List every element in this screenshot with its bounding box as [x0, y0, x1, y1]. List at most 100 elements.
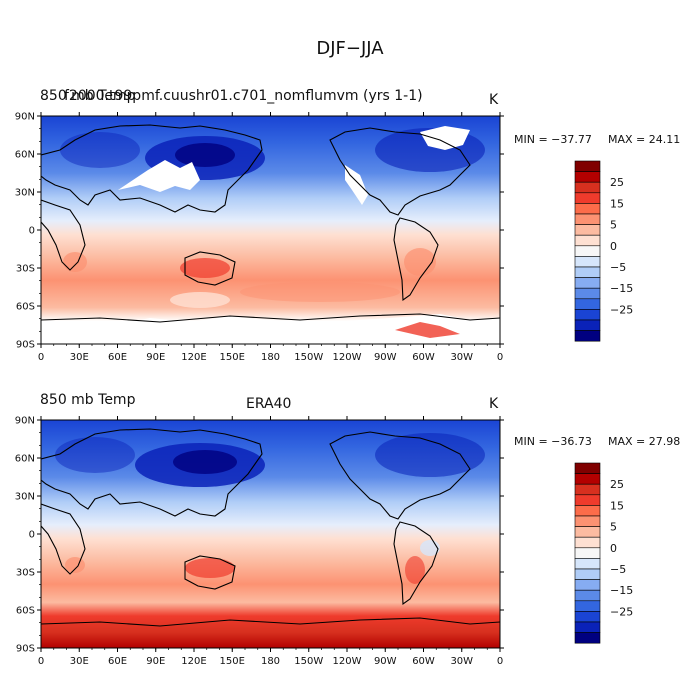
lon-label: 30E — [70, 656, 89, 667]
lon-label: 30W — [450, 656, 473, 667]
colorbar-swatch — [574, 213, 601, 225]
lat-label: 90N — [15, 416, 35, 427]
colorbar-label: 5 — [610, 521, 617, 534]
colorbar-swatch — [574, 181, 601, 194]
lon-label: 120W — [333, 656, 362, 667]
colorbar-swatch — [574, 266, 601, 278]
colorbar-label: −25 — [610, 303, 633, 316]
colorbar-swatch — [574, 536, 601, 549]
lon-label: 0 — [497, 352, 503, 363]
colorbar-swatch — [574, 309, 601, 321]
lon-label: 60E — [108, 656, 127, 667]
coastlines — [41, 124, 500, 627]
lon-label: 180 — [261, 656, 280, 667]
lon-label: 0 — [38, 352, 44, 363]
lon-label: 120E — [181, 656, 206, 667]
colorbar-label: −5 — [610, 261, 626, 274]
colorbar-swatch — [574, 515, 601, 527]
lon-label: 120E — [181, 352, 206, 363]
panel1-map — [41, 116, 500, 344]
colorbar-swatch — [574, 203, 601, 215]
colorbar-swatch — [574, 589, 601, 602]
lon-label: 150E — [220, 656, 245, 667]
panel1-colorbar: 25 15 5 0 −5 −15 −25 — [574, 160, 633, 342]
lon-label: 180 — [261, 352, 280, 363]
colorbar-swatch — [574, 224, 601, 236]
lon-label: 120W — [333, 352, 362, 363]
lat-label: 60S — [16, 606, 35, 617]
lat-label: 30S — [16, 568, 35, 579]
colorbar-swatch — [574, 547, 601, 559]
colorbar-swatch — [574, 319, 601, 331]
panel2-center-title: ERA40 — [246, 396, 292, 412]
colorbar-swatch — [574, 160, 601, 172]
lon-label: 60W — [412, 352, 435, 363]
colorbar-label: 15 — [610, 197, 624, 210]
lon-label: 0 — [38, 656, 44, 667]
colorbar-swatch — [574, 287, 601, 300]
colorbar-label: −25 — [610, 605, 633, 618]
colorbar-swatch — [574, 568, 601, 580]
colorbar-swatch — [574, 600, 601, 612]
panel2-min-label: MIN = −36.73 — [514, 435, 592, 448]
colorbar-label: −15 — [610, 282, 633, 295]
lon-label: 150W — [294, 352, 323, 363]
colorbar-label: −5 — [610, 563, 626, 576]
lon-label: 90E — [146, 352, 165, 363]
panel1-overlay-title: f2000.t99pmf.cuushr01.c701_nomflumvm (yr… — [64, 88, 423, 104]
lon-label: 150E — [220, 352, 245, 363]
colorbar-swatch — [574, 483, 601, 496]
colorbar-label: 15 — [610, 499, 624, 512]
colorbar-label: 25 — [610, 176, 624, 189]
panel1-unit: K — [489, 92, 499, 108]
colorbar-label: 5 — [610, 219, 617, 232]
colorbar-swatch — [574, 473, 601, 485]
lon-label: 0 — [497, 656, 503, 667]
lat-label: 60S — [16, 302, 35, 313]
colorbar-swatch — [574, 558, 601, 570]
lat-label: 90N — [15, 112, 35, 123]
colorbar-swatch — [574, 234, 601, 247]
panel2-max-label: MAX = 27.98 — [608, 435, 681, 448]
lon-label: 150W — [294, 656, 323, 667]
lat-label: 90S — [16, 644, 35, 655]
panel1-max-label: MAX = 24.11 — [608, 133, 681, 146]
lat-label: 0 — [29, 226, 35, 237]
lat-label: 60N — [15, 150, 35, 161]
lon-label: 90E — [146, 656, 165, 667]
lon-label: 90W — [374, 352, 397, 363]
lat-label: 0 — [29, 530, 35, 541]
colorbar-label: 25 — [610, 478, 624, 491]
colorbar-swatch — [574, 526, 601, 538]
colorbar-label: −15 — [610, 584, 633, 597]
figure-title: DJF−JJA — [316, 38, 384, 59]
colorbar-swatch — [574, 462, 601, 474]
colorbar-swatch — [574, 298, 601, 310]
lat-label: 30N — [15, 492, 35, 503]
lat-label: 90S — [16, 340, 35, 351]
lon-label: 30E — [70, 352, 89, 363]
lon-label: 60W — [412, 656, 435, 667]
colorbar-swatch — [574, 611, 601, 623]
lon-label: 60E — [108, 352, 127, 363]
colorbar-swatch — [574, 621, 601, 633]
panel1-left-title: 850 mb Temp — [40, 88, 136, 104]
panel2-left-title: 850 mb Temp — [40, 392, 136, 408]
colorbar-label: 0 — [610, 542, 617, 555]
panel2-colorbar: 25 15 5 0 −5 −15 −25 — [574, 462, 633, 644]
colorbar-swatch — [574, 505, 601, 517]
colorbar-swatch — [574, 192, 601, 204]
panel2-unit: K — [489, 396, 499, 412]
panel2-map — [41, 420, 500, 648]
colorbar-label: 0 — [610, 240, 617, 253]
lat-label: 60N — [15, 454, 35, 465]
panel1-min-label: MIN = −37.77 — [514, 133, 592, 146]
colorbar-swatch — [574, 171, 601, 183]
colorbar-swatch — [574, 277, 601, 289]
lon-label: 90W — [374, 656, 397, 667]
lat-label: 30S — [16, 264, 35, 275]
colorbar-swatch — [574, 330, 601, 342]
lon-label: 30W — [450, 352, 473, 363]
